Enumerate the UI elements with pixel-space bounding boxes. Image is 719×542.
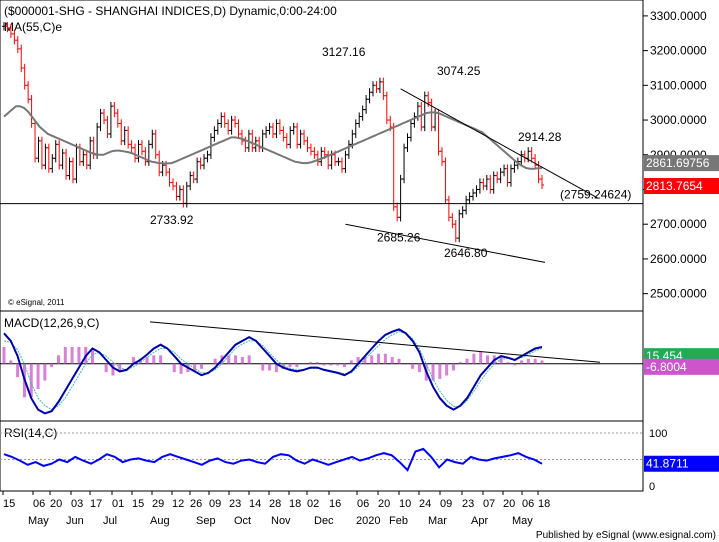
- price-annotation: 2733.92: [150, 213, 194, 227]
- x-month-label: 2020: [356, 515, 380, 527]
- rsi-value-tag-bg: [644, 455, 719, 472]
- x-day-label: 20: [503, 498, 515, 510]
- price-annotation: 3074.25: [437, 64, 481, 78]
- x-day-label: 23: [462, 498, 474, 510]
- rsi-tick-label: 100: [649, 428, 667, 440]
- macd-tags: 15.454-6.8004: [644, 348, 719, 375]
- x-month-label: Dec: [314, 515, 334, 527]
- price-annotations: 3127.16 3074.25 2914.28 2733.92 2685.26 2646.…: [150, 45, 631, 260]
- rsi-grid: 100500: [0, 428, 667, 493]
- x-day-label: 07: [483, 498, 495, 510]
- x-day-label: 02: [307, 498, 319, 510]
- rsi-label: RSI(14,C): [4, 426, 57, 440]
- price-bars: [2, 22, 544, 243]
- last-ma-tag-bg: [644, 155, 719, 172]
- ma-label: MA(55,C)e: [4, 20, 62, 34]
- price-tick-label: 2500.0000: [650, 287, 707, 301]
- rsi-tick-label: 0: [649, 481, 655, 493]
- price-axis: 3300.00003200.00003100.00003000.00002900…: [643, 9, 707, 301]
- x-month-label: Sep: [196, 515, 216, 527]
- trendlines: [0, 88, 643, 263]
- x-day-label: 10: [399, 498, 411, 510]
- price-annotation: 2685.26: [377, 231, 421, 245]
- x-month-label: Apr: [471, 515, 488, 527]
- x-day-label: 09: [440, 498, 452, 510]
- last-ma-tag: 2861.69756: [646, 156, 710, 170]
- x-day-label: 24: [419, 498, 431, 510]
- macd-hist-tag: -6.8004: [646, 360, 687, 374]
- x-month-label: Jul: [103, 515, 117, 527]
- price-annotation: 2646.80: [444, 246, 488, 260]
- rsi-value-tag: 41.8711: [646, 457, 689, 471]
- x-month-label: Nov: [271, 515, 291, 527]
- x-day-label: 03: [71, 498, 83, 510]
- rsi-panel-frame: [0, 420, 644, 492]
- price-tick-label: 2600.0000: [650, 252, 707, 266]
- rsi-tags: 41.8711: [644, 455, 719, 472]
- x-day-label: 06: [357, 498, 369, 510]
- price-tick-label: 3200.0000: [650, 44, 707, 58]
- x-day-label: 23: [229, 498, 241, 510]
- ma-line: [3, 105, 543, 170]
- x-day-label: 14: [249, 498, 261, 510]
- copyright-text: © eSignal, 2011: [8, 298, 65, 307]
- macd-histogram: [0, 346, 643, 398]
- macd-hist-tag-bg: [644, 358, 719, 375]
- x-month-label: Feb: [389, 515, 408, 527]
- x-day-label: 28: [269, 498, 281, 510]
- macd-signal-line: [3, 331, 543, 411]
- x-day-label: 18: [289, 498, 301, 510]
- ma-line-group: [3, 105, 543, 170]
- x-day-label: 09: [209, 498, 221, 510]
- x-day-label: 20: [378, 498, 390, 510]
- x-day-label: 15: [132, 498, 144, 510]
- x-day-label: 01: [112, 498, 124, 510]
- trendline-value-label: (2759.24624): [560, 188, 631, 202]
- last-price-tag-bg: [644, 178, 719, 195]
- x-day-label: 17: [90, 498, 102, 510]
- price-tags: 2861.69756 2813.7654: [644, 155, 719, 195]
- price-annotation: 2914.28: [518, 130, 562, 144]
- x-day-label: 12: [172, 498, 184, 510]
- price-tick-label: 2700.0000: [650, 217, 707, 231]
- price-annotation: 3127.16: [322, 45, 366, 59]
- x-day-label: 06: [522, 498, 534, 510]
- x-day-label: 20: [50, 498, 62, 510]
- x-month-label: Mar: [428, 515, 447, 527]
- x-axis: 15 06 20 03 17 01 15 29 12 26 09 23 14 28 18 02 16 06 20 10…: [2, 491, 550, 527]
- x-day-label: 06: [33, 498, 45, 510]
- x-day-label: 26: [190, 498, 202, 510]
- x-day-label: 15: [3, 498, 15, 510]
- macd-trendline: [149, 321, 601, 363]
- x-day-label: 16: [329, 498, 341, 510]
- x-month-label: Oct: [234, 515, 251, 527]
- price-tick-label: 3000.0000: [650, 113, 707, 127]
- x-day-label: 29: [152, 498, 164, 510]
- x-day-label: 18: [538, 498, 550, 510]
- lower-trendline: [345, 223, 546, 263]
- macd-lines: [3, 321, 601, 415]
- macd-line: [3, 328, 543, 415]
- footer-text: Published by eSignal (www.esignal.com): [536, 530, 716, 541]
- last-price-tag: 2813.7654: [646, 179, 703, 193]
- rsi-line-group: [3, 447, 543, 472]
- macd-label: MACD(12,26,9,C): [4, 316, 99, 330]
- price-tick-label: 3100.0000: [650, 78, 707, 92]
- price-tick-label: 3300.0000: [650, 9, 707, 23]
- rsi-line: [3, 447, 543, 472]
- x-month-label: Jun: [66, 515, 84, 527]
- x-month-label: May: [512, 515, 533, 527]
- x-month-label: Aug: [150, 515, 170, 527]
- chart-title: ($000001-SHG - SHANGHAI INDICES,D) Dynam…: [4, 4, 337, 18]
- x-month-label: May: [28, 515, 49, 527]
- upper-trendline: [400, 88, 599, 199]
